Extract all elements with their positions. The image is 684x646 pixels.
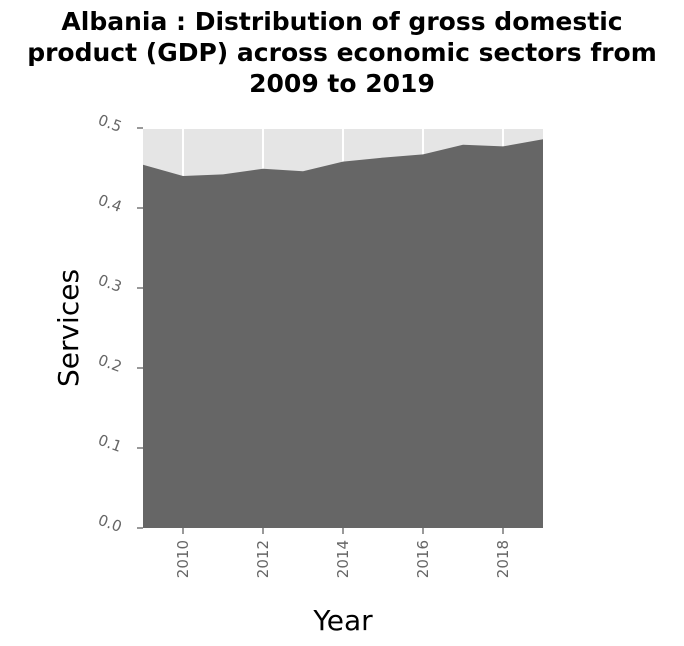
y-tick-label: 0.3 [96, 271, 125, 296]
x-axis-title: Year [312, 604, 373, 637]
y-axis-title: Services [52, 269, 85, 387]
x-tick-label: 2016 [414, 540, 432, 578]
services-area [143, 139, 543, 528]
y-tick-label: 0.0 [96, 511, 125, 536]
x-tick-label: 2012 [254, 540, 272, 578]
y-tick-label: 0.4 [96, 191, 125, 216]
x-tick-label: 2018 [494, 540, 512, 578]
y-tick-label: 0.1 [96, 431, 125, 456]
y-tick-label: 0.5 [96, 111, 125, 136]
x-tick-label: 2014 [334, 540, 352, 578]
chart-title: Albania : Distribution of gross domestic… [27, 7, 657, 98]
x-tick-label: 2010 [174, 540, 192, 578]
y-tick-label: 0.2 [96, 351, 125, 376]
